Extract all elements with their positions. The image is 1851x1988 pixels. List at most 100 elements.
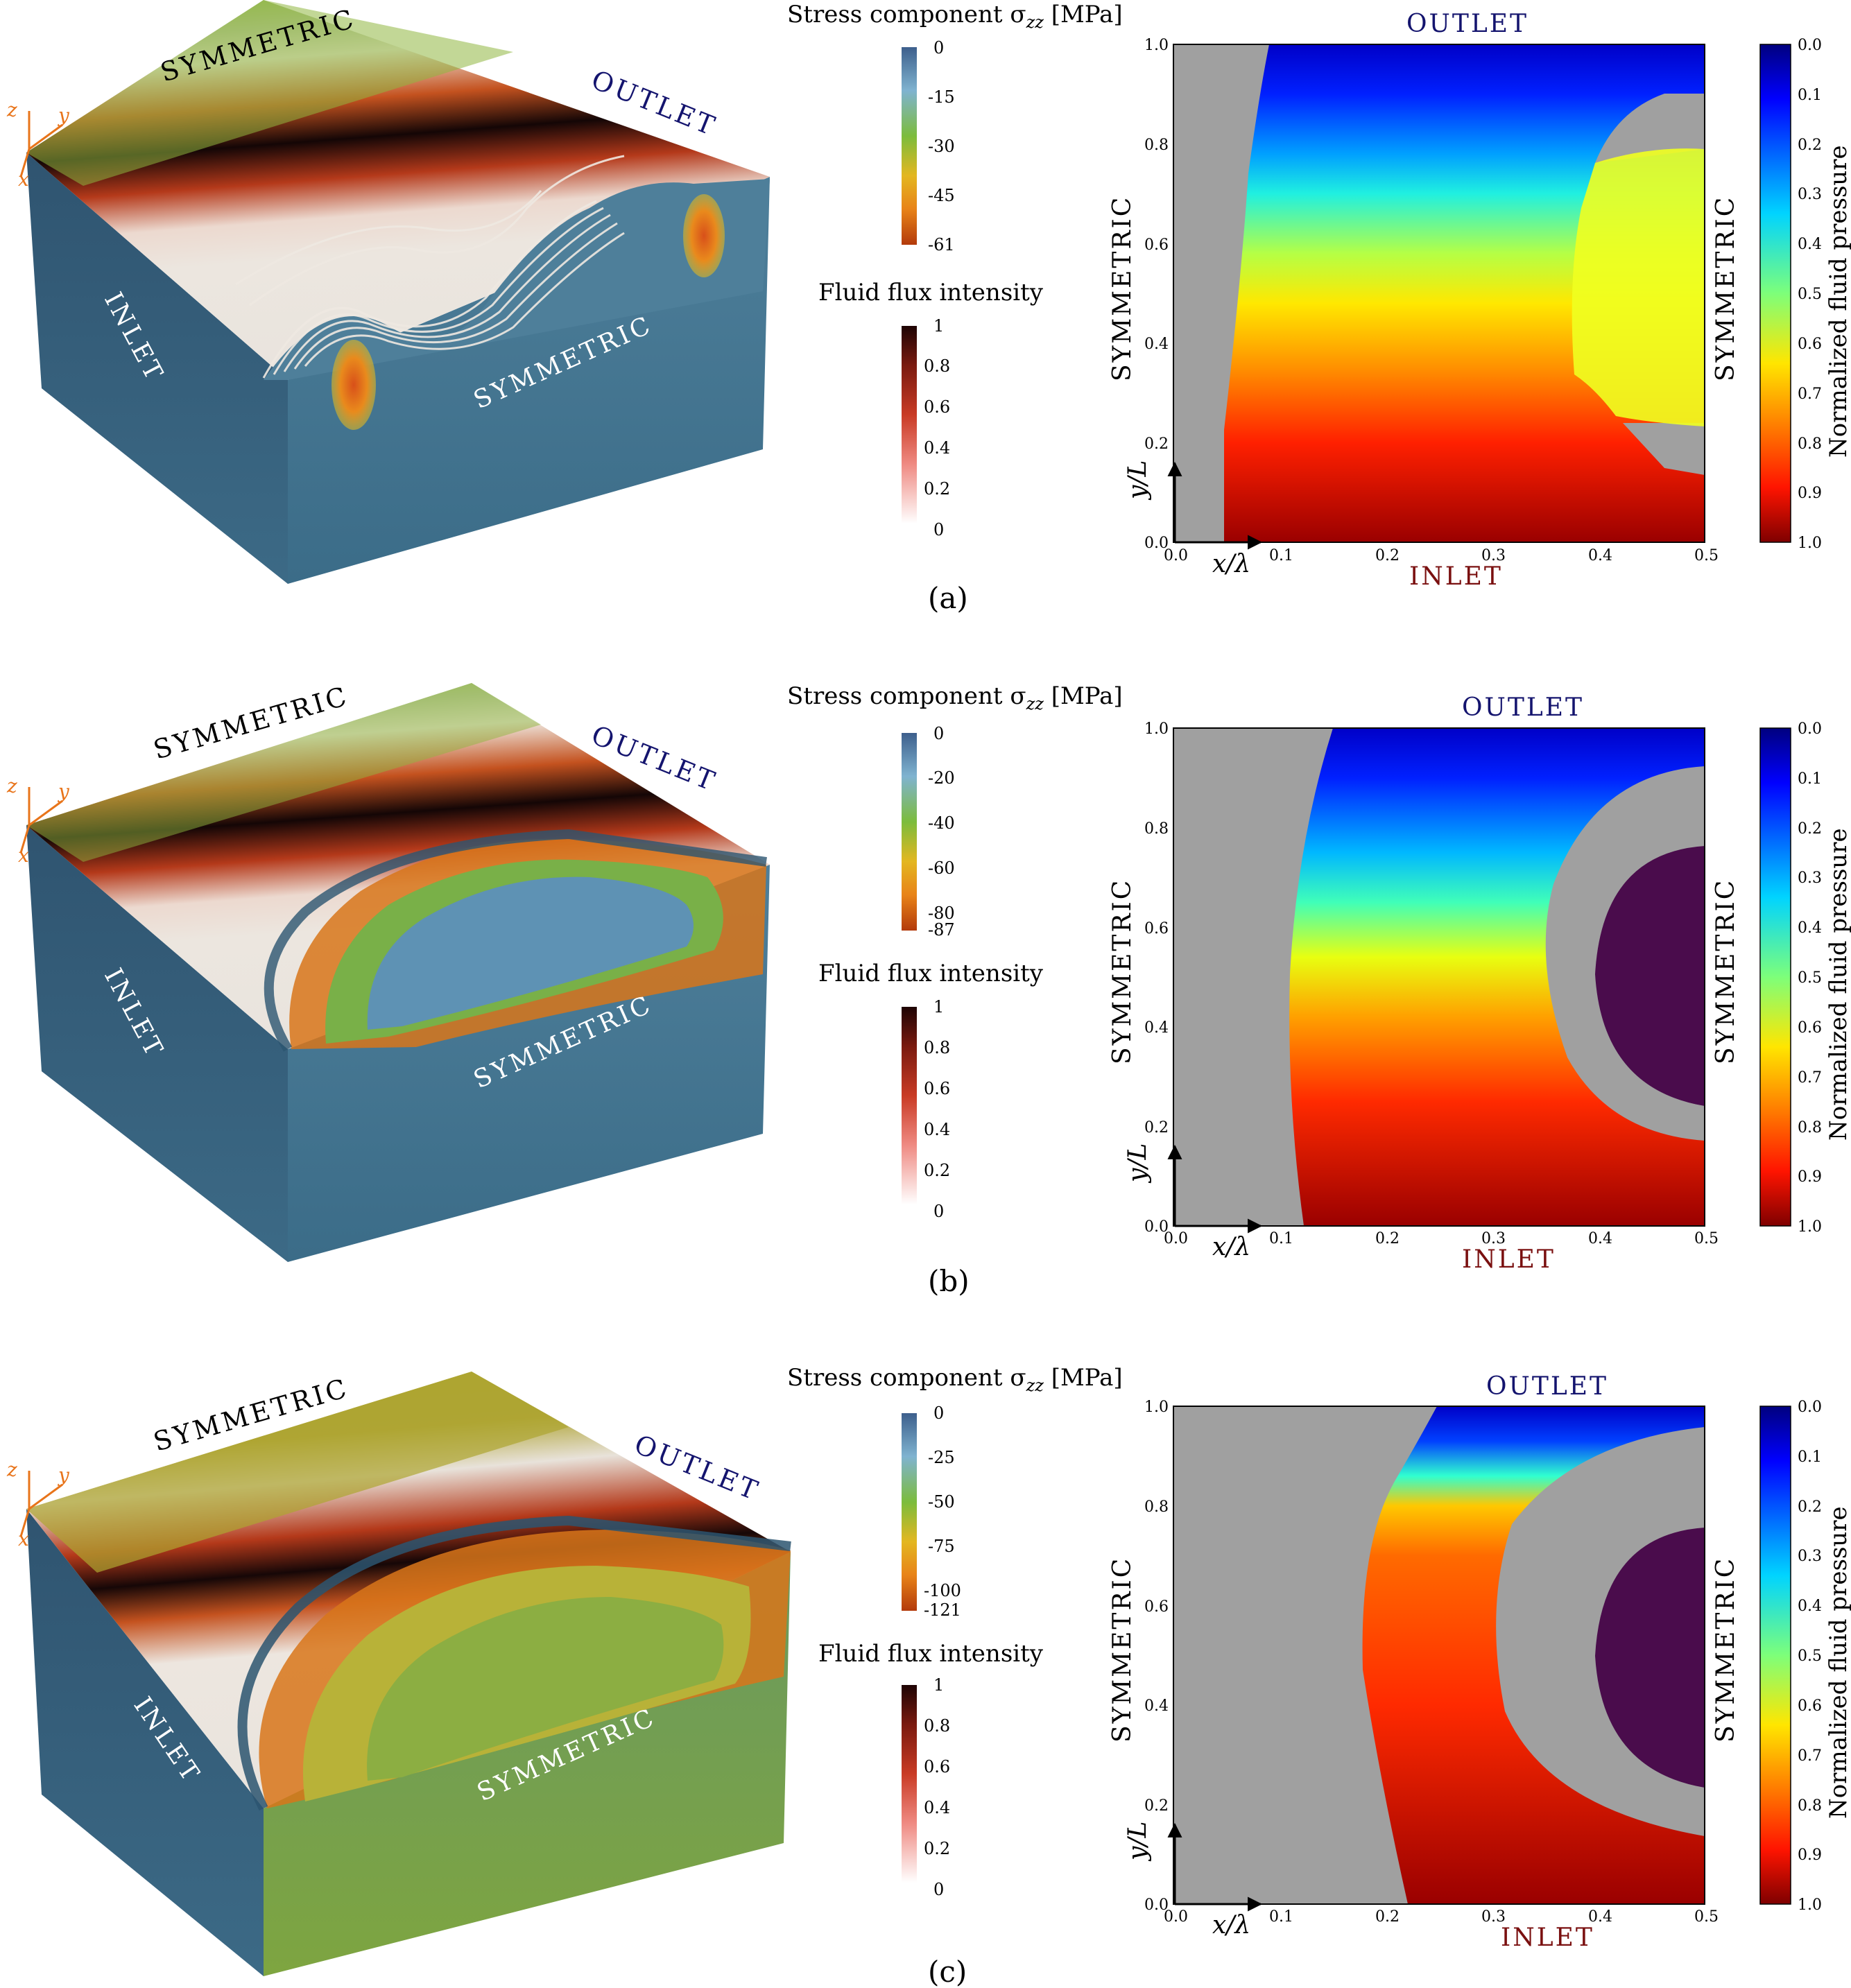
y-tick: 1.0 (1144, 37, 1169, 54)
pressure-cbar-label-a: Normalized fluid pressure (1825, 145, 1851, 458)
stress-tick: -75 (928, 1537, 955, 1556)
cbar-tick: 0.1 (1798, 770, 1822, 788)
cbar-tick: 0.4 (1798, 919, 1822, 937)
pressure-cbar-label-c: Normalized fluid pressure (1825, 1506, 1851, 1819)
plot-xlabel-a: x/λ (1212, 550, 1250, 578)
cbar-tick: 0.8 (1798, 1119, 1822, 1136)
stress-tick: -30 (928, 137, 955, 156)
stress-tick: -15 (928, 87, 955, 107)
y-tick: 0.6 (1144, 1598, 1169, 1616)
caption-b: (b) (928, 1264, 970, 1298)
flux-tick: 0.8 (924, 1038, 950, 1057)
stress-colorbar-b (902, 733, 917, 931)
flux-tick: 0.2 (924, 1161, 950, 1180)
cbar-tick: 0.9 (1798, 1168, 1822, 1186)
panel-b: SYMMETRIC OUTLET INLET SYMMETRIC z y x S… (6, 680, 1851, 1298)
plot-sym-right-c: SYMMETRIC (1712, 1557, 1740, 1743)
axis-z-a: z (6, 98, 17, 121)
plot-ylabel-a: y/L (1123, 460, 1152, 501)
flux-ticks-b: 1 0.8 0.6 0.4 0.2 0 (924, 997, 950, 1221)
flux-colorbar-a (902, 326, 917, 524)
cbar-tick: 0.0 (1798, 720, 1822, 738)
cbar-tick: 0.6 (1798, 336, 1822, 353)
stress-ticks-a: 0 -15 -30 -45 -61 (928, 38, 955, 254)
axis-x-b: x (18, 844, 29, 867)
cbar-tick: 0.5 (1798, 969, 1822, 987)
cbar-tick: 1.0 (1798, 1896, 1822, 1914)
stress-tick: -40 (928, 813, 955, 833)
y-tick: 0.4 (1144, 1019, 1169, 1037)
y-tick: 0.2 (1144, 1119, 1169, 1136)
x-tick: 0.5 (1694, 1230, 1719, 1247)
y-tick: 0.2 (1144, 1797, 1169, 1815)
y-tick: 0.8 (1144, 137, 1169, 154)
plot-inlet-c: INLET (1501, 1924, 1594, 1952)
flux-title-a: Fluid flux intensity (818, 279, 1044, 306)
axis-triad-b: z y x (6, 775, 70, 867)
stress-tick: -45 (928, 186, 955, 205)
stress-tick: 0 (933, 724, 944, 743)
cbar-tick: 0.5 (1798, 286, 1822, 303)
cbar-tick: 0.7 (1798, 1069, 1822, 1087)
cbar-tick: 0.4 (1798, 1598, 1822, 1615)
y-tick: 1.0 (1144, 720, 1169, 738)
x-tick: 0.2 (1375, 1230, 1400, 1247)
cbar-tick: 0.6 (1798, 1697, 1822, 1715)
stress-tick: -87 (928, 920, 955, 940)
flux-tick: 0 (933, 1880, 944, 1899)
cbar-tick: 0.5 (1798, 1648, 1822, 1665)
stress-tick: -61 (928, 235, 955, 254)
plot-outlet-a: OUTLET (1406, 10, 1529, 38)
plot-inlet-b: INLET (1462, 1245, 1556, 1274)
cbar-tick: 0.8 (1798, 1797, 1822, 1815)
plot-sym-left-b: SYMMETRIC (1108, 879, 1137, 1064)
pressure-colorbar-b (1759, 727, 1791, 1227)
caption-a: (a) (928, 581, 968, 615)
flux-tick: 0.4 (924, 1798, 950, 1817)
cbar-tick: 0.0 (1798, 1399, 1822, 1416)
axis-x-c: x (18, 1528, 29, 1550)
flux-colorbar-b (902, 1007, 917, 1204)
axis-y-c: y (57, 1464, 70, 1487)
flux-tick: 0.4 (924, 438, 950, 458)
cbar-tick: 0.1 (1798, 1449, 1822, 1466)
stress-title-a: Stress component σzz [MPa] (787, 1, 1123, 32)
stress-ticks-b: 0 -20 -40 -60 -80 -87 (928, 724, 955, 940)
cbar-tick: 0.7 (1798, 386, 1822, 403)
axis-x-a: x (18, 168, 29, 191)
pressure-colorbar-a (1759, 44, 1791, 543)
x-tick: 0.1 (1269, 1230, 1293, 1247)
cbar-tick: 1.0 (1798, 535, 1822, 552)
pressure-plot-a: OUTLET INLET SYMMETRIC SYMMETRIC x/λ y/L… (1108, 10, 1851, 591)
colorbars-a: Stress component σzz [MPa] 0 -15 -30 -45… (787, 1, 1123, 539)
plot-yticks-b: 0.0 0.2 0.4 0.6 0.8 1.0 (1144, 720, 1169, 1236)
x-tick: 0.1 (1269, 547, 1293, 564)
flux-tick: 1 (933, 1675, 944, 1695)
axis-y-b: y (57, 780, 70, 803)
x-tick: 0.3 (1481, 1230, 1506, 1247)
pressure-colorbar-c (1759, 1406, 1791, 1905)
panel-a: SYMMETRIC OUTLET INLET SYMMETRIC z y x S… (6, 0, 1851, 615)
x-tick: 0.4 (1588, 547, 1612, 564)
y-tick: 0.0 (1144, 1218, 1169, 1236)
pressure-cbar-label-b: Normalized fluid pressure (1825, 828, 1851, 1141)
colorbars-c: Stress component σzz [MPa] 0 -25 -50 -75… (787, 1364, 1123, 1899)
flux-colorbar-c (902, 1685, 917, 1883)
y-tick: 0.6 (1144, 236, 1169, 254)
stress-tick: 0 (933, 38, 944, 58)
x-tick: 0.0 (1164, 1230, 1188, 1247)
colorbars-b: Stress component σzz [MPa] 0 -20 -40 -60… (787, 682, 1123, 1221)
cbar-tick: 0.3 (1798, 186, 1822, 203)
cbar-tick: 0.7 (1798, 1747, 1822, 1765)
x-tick: 0.0 (1164, 547, 1188, 564)
axis-triad-a: z y x (6, 98, 70, 191)
y-tick: 0.4 (1144, 336, 1169, 353)
x-tick: 0.5 (1694, 547, 1719, 564)
cbar-tick: 0.9 (1798, 1847, 1822, 1864)
x-tick: 0.1 (1269, 1908, 1293, 1926)
flux-tick: 0.4 (924, 1120, 950, 1139)
stress-tick: -100 (924, 1581, 961, 1600)
flux-tick: 0.6 (924, 397, 950, 417)
stress-tick: -25 (928, 1448, 955, 1467)
